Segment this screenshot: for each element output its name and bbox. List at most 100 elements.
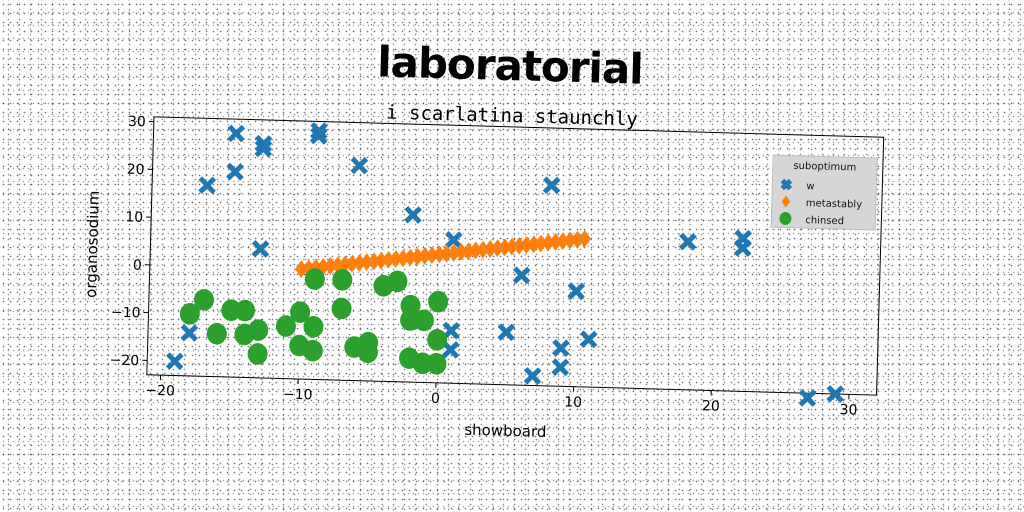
legend-marker-w [780, 178, 793, 191]
point-chinsed [426, 352, 447, 375]
point-chinsed [179, 303, 200, 325]
point-w [551, 339, 570, 358]
legend-marker-metastably [781, 195, 791, 208]
point-chinsed [400, 294, 421, 317]
point-metastably [403, 248, 417, 267]
point-metastably [440, 244, 453, 263]
point-metastably [447, 243, 461, 262]
point-w [542, 176, 561, 195]
point-metastably [324, 257, 337, 276]
chart-subtitle: i scarlatina staunchly [386, 101, 638, 130]
point-w [227, 124, 246, 143]
point-w [442, 321, 461, 340]
point-metastably [389, 250, 403, 269]
point-metastably [563, 231, 577, 250]
y-tick-label: 10 [125, 209, 143, 225]
point-w [826, 385, 845, 403]
x-stroke [254, 135, 273, 153]
x-stroke [678, 233, 697, 251]
point-metastably [462, 242, 475, 261]
x-tick-label: 0 [431, 391, 440, 407]
point-chinsed [302, 339, 323, 362]
point-w [226, 162, 245, 181]
point-metastably [411, 247, 424, 266]
point-metastably [353, 253, 366, 272]
point-w [350, 156, 369, 175]
y-tick-label: 20 [126, 162, 144, 178]
y-tick-label: −10 [111, 305, 141, 322]
x-stroke [310, 122, 328, 140]
point-metastably [360, 253, 373, 272]
x-stroke [350, 156, 369, 175]
x-stroke [442, 322, 461, 340]
x-stroke [226, 163, 245, 181]
point-w [798, 389, 817, 407]
point-metastably [469, 241, 482, 260]
y-tick-label: 30 [128, 114, 146, 130]
point-metastably [520, 236, 533, 255]
point-w [254, 134, 273, 153]
x-stroke [309, 127, 328, 145]
point-chinsed [275, 315, 296, 337]
point-metastably [512, 236, 526, 255]
point-w [512, 266, 531, 285]
x-stroke [441, 341, 460, 359]
point-metastably [382, 250, 395, 269]
point-chinsed [332, 269, 353, 291]
point-metastably [491, 239, 504, 258]
point-metastably [505, 237, 519, 256]
x-stroke [551, 358, 570, 376]
point-metastably [476, 240, 490, 259]
point-w [579, 330, 598, 349]
point-metastably [295, 260, 308, 279]
legend-title: suboptimum [793, 161, 856, 174]
point-w [441, 340, 460, 359]
point-w [551, 358, 570, 377]
point-metastably [367, 252, 381, 271]
point-metastably [331, 256, 344, 275]
x-axis-label: showboard [464, 421, 547, 441]
x-stroke [512, 266, 531, 284]
point-chinsed [331, 297, 352, 320]
chart-title: laboratorial [377, 37, 644, 93]
point-chinsed [247, 343, 268, 365]
point-metastably [433, 245, 446, 264]
point-metastably [345, 254, 359, 273]
point-w [444, 231, 463, 249]
point-w [251, 239, 270, 258]
point-w [523, 367, 542, 385]
point-w [404, 206, 422, 224]
point-metastably [571, 230, 584, 249]
x-stroke [404, 206, 422, 224]
point-chinsed [413, 309, 434, 332]
x-stroke [251, 240, 270, 258]
point-chinsed [248, 319, 269, 341]
point-w [567, 282, 586, 301]
point-chinsed [290, 301, 311, 323]
x-tick-label: 30 [839, 402, 857, 418]
y-tick-label: −20 [109, 352, 139, 369]
x-stroke [198, 176, 217, 194]
point-chinsed [193, 289, 214, 311]
x-tick-label: −20 [145, 383, 175, 400]
point-metastably [396, 249, 410, 268]
x-stroke [497, 323, 516, 341]
point-metastably [483, 239, 497, 258]
x-stroke [551, 339, 570, 357]
point-metastably [302, 259, 315, 278]
point-metastably [374, 251, 388, 270]
x-stroke [444, 231, 463, 249]
point-w [198, 176, 217, 195]
data-marks [165, 122, 845, 407]
point-chinsed [387, 270, 408, 293]
point-w [180, 324, 199, 342]
x-stroke [579, 330, 598, 348]
x-stroke [542, 176, 561, 194]
y-tick-label: 0 [133, 257, 142, 273]
x-stroke [567, 282, 586, 300]
point-metastably [498, 238, 512, 257]
x-stroke [523, 367, 542, 385]
x-stroke [780, 178, 793, 191]
legend-box [770, 154, 878, 231]
